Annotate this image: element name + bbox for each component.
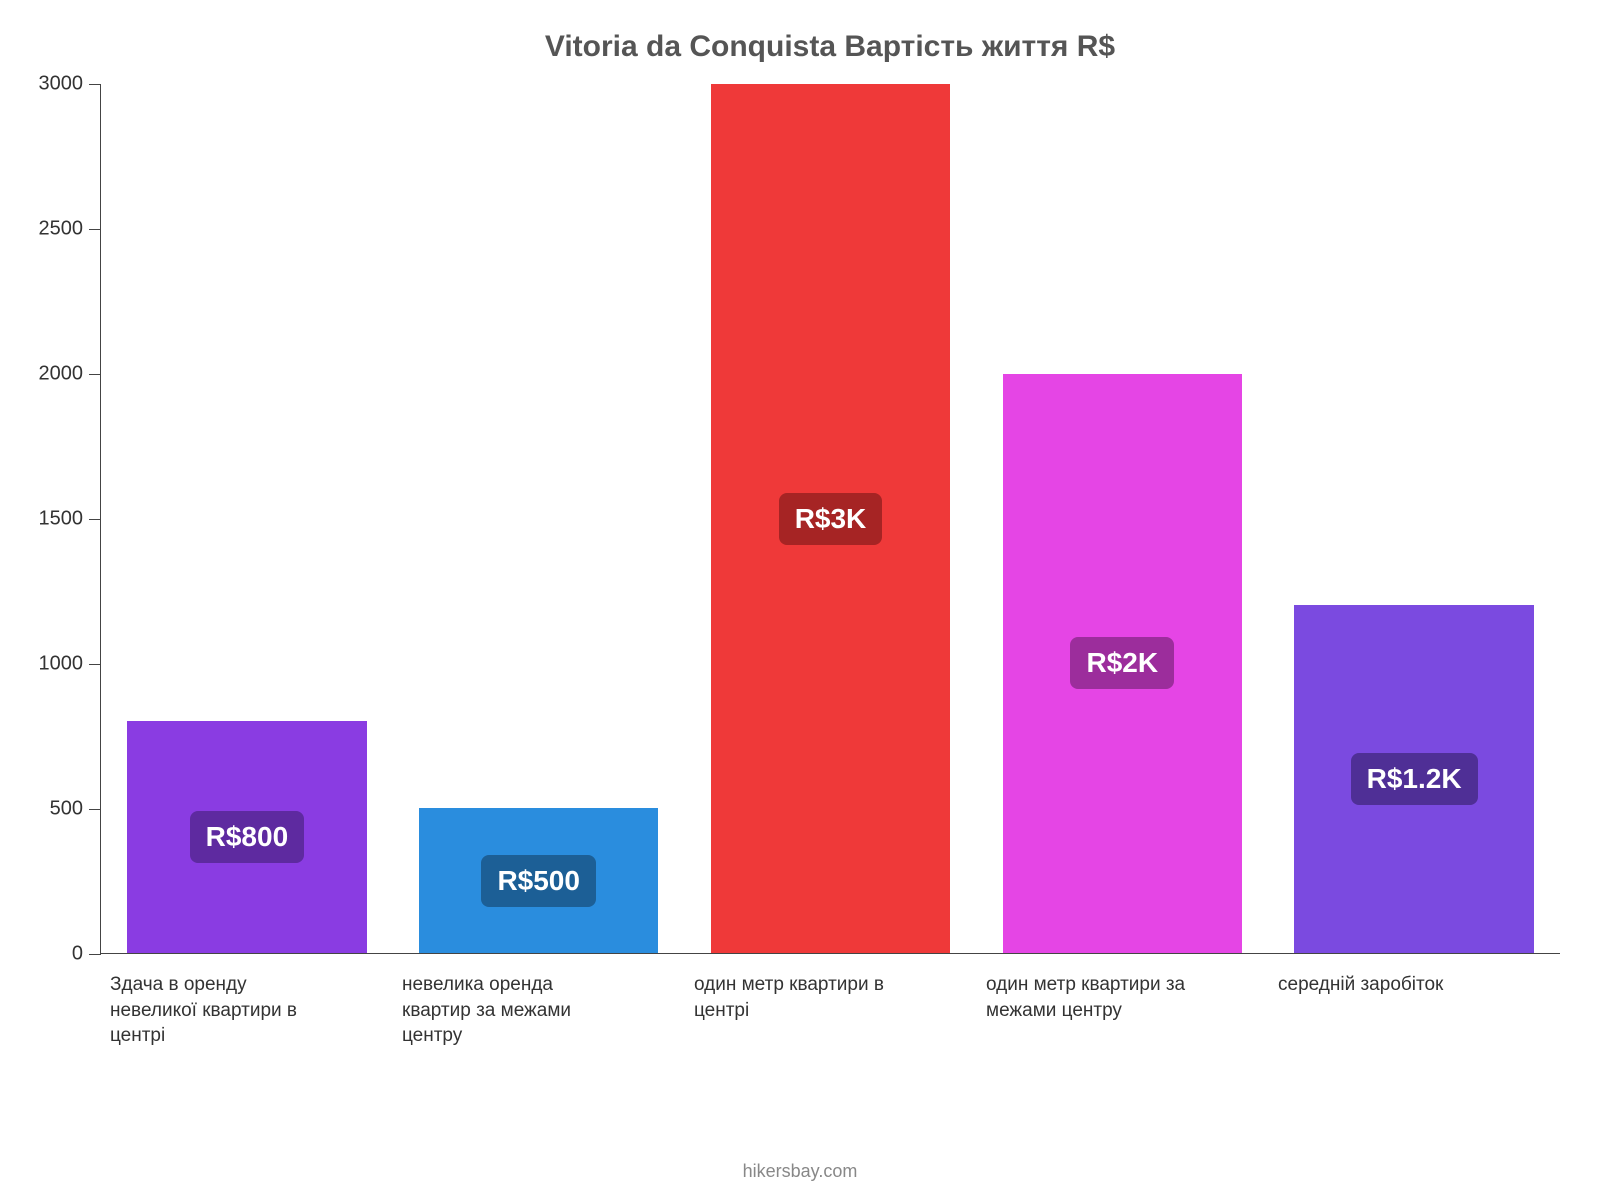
bar-value-label: R$3K	[779, 493, 883, 545]
chart-container: Vitoria da Conquista Вартість життя R$ R…	[0, 0, 1600, 1200]
bar-slot: R$800	[101, 84, 393, 953]
y-tick-label: 2000	[39, 363, 102, 386]
bar: R$800	[127, 721, 366, 953]
y-tick-label: 500	[50, 798, 101, 821]
x-label: один метр квартири в центрі	[694, 972, 894, 1023]
y-tick-label: 1000	[39, 653, 102, 676]
y-tick-label: 3000	[39, 73, 102, 96]
bar-slot: R$500	[393, 84, 685, 953]
chart-title: Vitoria da Conquista Вартість життя R$	[100, 30, 1560, 64]
y-tick-label: 2500	[39, 218, 102, 241]
plot-area: R$800R$500R$3KR$2KR$1.2K 050010001500200…	[100, 84, 1560, 954]
x-labels-row: Здача в оренду невеликої квартири в цент…	[100, 972, 1560, 1049]
bar-slot: R$1.2K	[1268, 84, 1560, 953]
bar-value-label: R$800	[190, 811, 305, 863]
x-label: Здача в оренду невеликої квартири в цент…	[110, 972, 310, 1049]
bar-value-label: R$500	[481, 855, 596, 907]
x-label: середній заробіток	[1278, 972, 1478, 998]
x-label-slot: невелика оренда квартир за межами центру	[392, 972, 684, 1049]
x-label: один метр квартири за межами центру	[986, 972, 1186, 1023]
bar-slot: R$2K	[976, 84, 1268, 953]
bar: R$3K	[711, 84, 950, 953]
bars-row: R$800 R$500 R$3K R$2K R$1.2K	[101, 84, 1560, 953]
bar-value-label: R$2K	[1070, 637, 1174, 689]
x-label-slot: один метр квартири в центрі	[684, 972, 976, 1049]
x-label: невелика оренда квартир за межами центру	[402, 972, 602, 1049]
bar-slot: R$3K	[685, 84, 977, 953]
bar: R$2K	[1003, 374, 1242, 953]
credit-text: hikersbay.com	[0, 1161, 1600, 1182]
x-label-slot: середній заробіток	[1268, 972, 1560, 1049]
bar: R$1.2K	[1294, 605, 1533, 953]
y-tick-label: 0	[72, 943, 101, 966]
x-label-slot: Здача в оренду невеликої квартири в цент…	[100, 972, 392, 1049]
bar: R$500	[419, 808, 658, 953]
bar-value-label: R$1.2K	[1351, 753, 1478, 805]
x-label-slot: один метр квартири за межами центру	[976, 972, 1268, 1049]
y-tick-label: 1500	[39, 508, 102, 531]
